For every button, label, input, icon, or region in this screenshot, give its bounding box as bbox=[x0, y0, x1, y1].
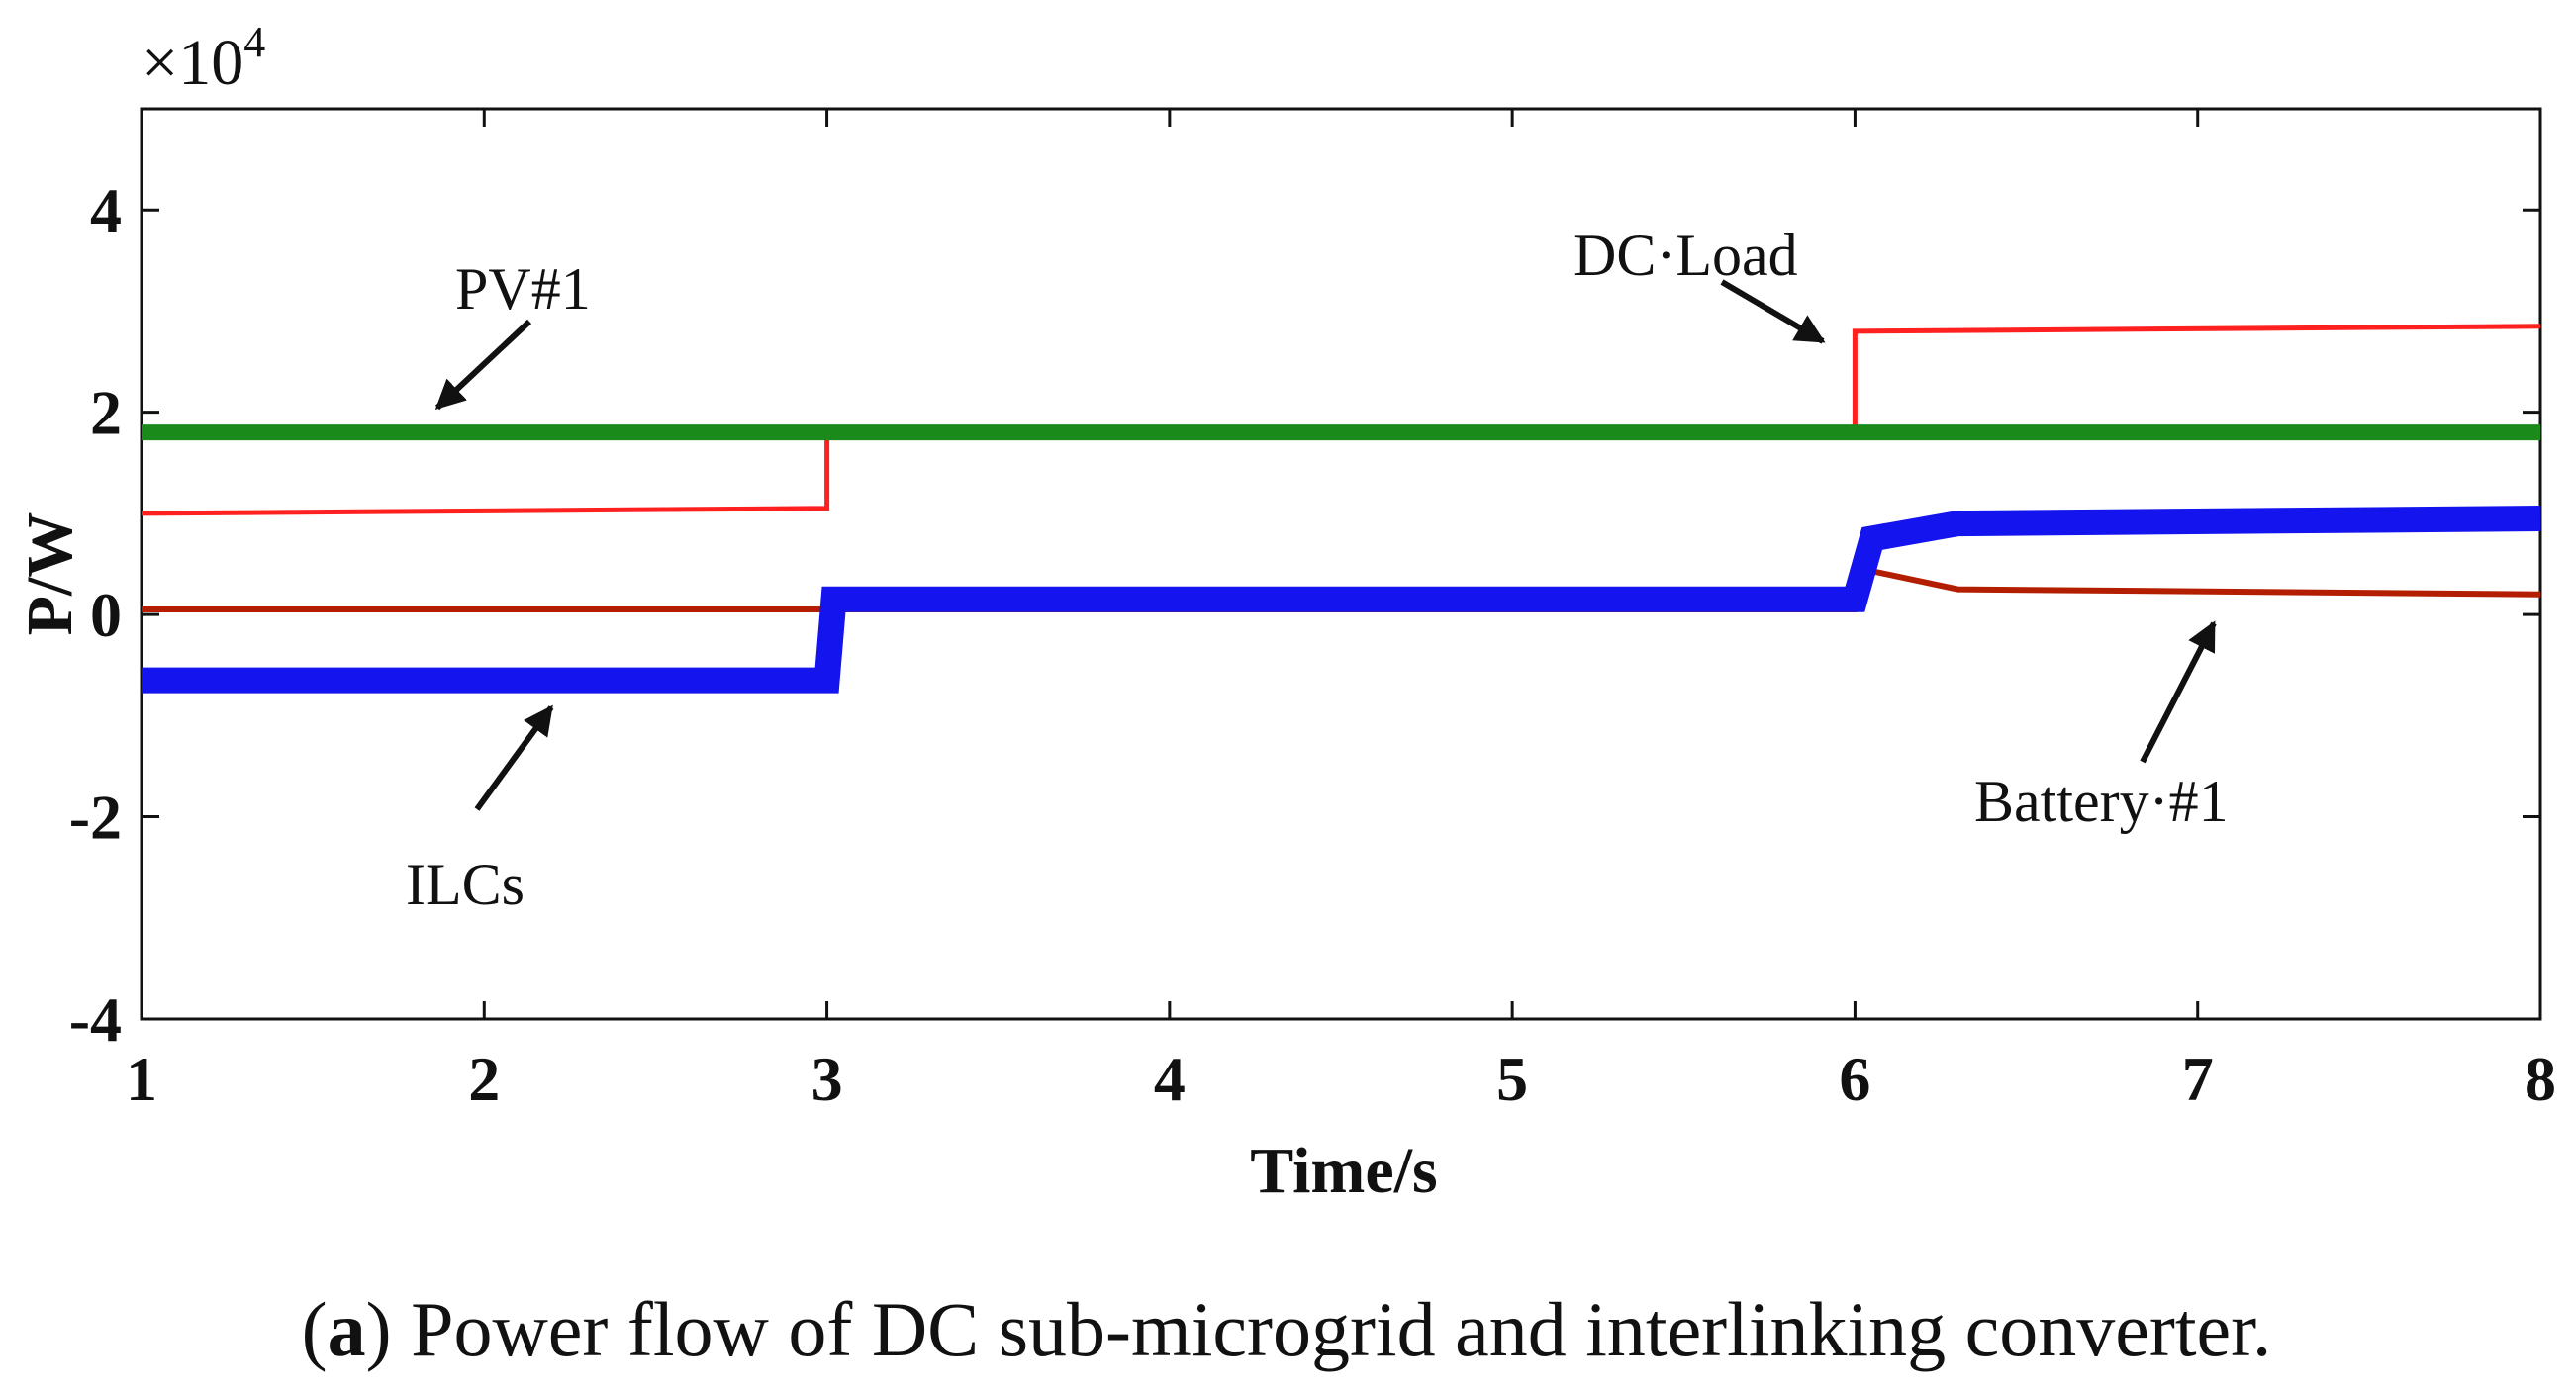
y-tick-label: 4 bbox=[90, 175, 122, 245]
caption-open-paren: ( bbox=[302, 1286, 328, 1372]
x-tick-label: 1 bbox=[126, 1044, 157, 1114]
x-tick-label: 5 bbox=[1496, 1044, 1528, 1114]
annotation-ilcs: ILCs bbox=[406, 852, 525, 917]
y-axis-multiplier-base: ×10 bbox=[142, 27, 243, 99]
annotation-dc-load-arrow bbox=[1720, 279, 1826, 344]
x-tick-label: 2 bbox=[468, 1044, 500, 1114]
annotation-ilcs-arrow bbox=[474, 704, 554, 811]
annotation-dc-load: DC·Load bbox=[1574, 223, 1798, 288]
plot-area bbox=[140, 107, 2542, 1021]
caption-label: a bbox=[328, 1286, 366, 1372]
x-tick-labels: 1 2 3 4 5 6 7 8 bbox=[126, 1044, 2556, 1114]
x-tick-label: 3 bbox=[811, 1044, 843, 1114]
x-axis-title: Time/s bbox=[1250, 1135, 1437, 1207]
caption-text: ) Power flow of DC sub-microgrid and int… bbox=[366, 1286, 2272, 1372]
y-tick-labels: -4 -2 0 2 4 bbox=[69, 175, 122, 1055]
y-tick-label: -4 bbox=[69, 984, 122, 1055]
y-axis-multiplier-exponent: 4 bbox=[243, 18, 265, 66]
x-tick-label: 7 bbox=[2182, 1044, 2214, 1114]
y-tick-label: 0 bbox=[90, 580, 122, 650]
x-tick-label: 8 bbox=[2525, 1044, 2556, 1114]
series-layer bbox=[141, 324, 2541, 694]
y-tick-label: -2 bbox=[69, 783, 122, 853]
plot-frame bbox=[140, 107, 2542, 1021]
annotation-pv1-arrow bbox=[434, 319, 532, 411]
annotation-battery1: Battery·#1 bbox=[1974, 769, 2229, 834]
x-tick-label: 6 bbox=[1839, 1044, 1870, 1114]
y-tick-label: 2 bbox=[90, 378, 122, 448]
annotation-battery1-arrow bbox=[2140, 620, 2217, 764]
annotation-pv1: PV#1 bbox=[455, 256, 591, 322]
axis-ticks bbox=[140, 109, 2542, 1021]
x-tick-label: 4 bbox=[1154, 1044, 1186, 1114]
annotations: PV#1 DC·Load ILCs Battery·#1 bbox=[406, 223, 2229, 917]
y-axis-title: P/W bbox=[14, 512, 86, 636]
series-line-ilcs bbox=[142, 506, 2541, 694]
y-axis-multiplier: ×104 bbox=[142, 18, 265, 99]
figure-caption: (a) Power flow of DC sub-microgrid and i… bbox=[302, 1286, 2272, 1372]
